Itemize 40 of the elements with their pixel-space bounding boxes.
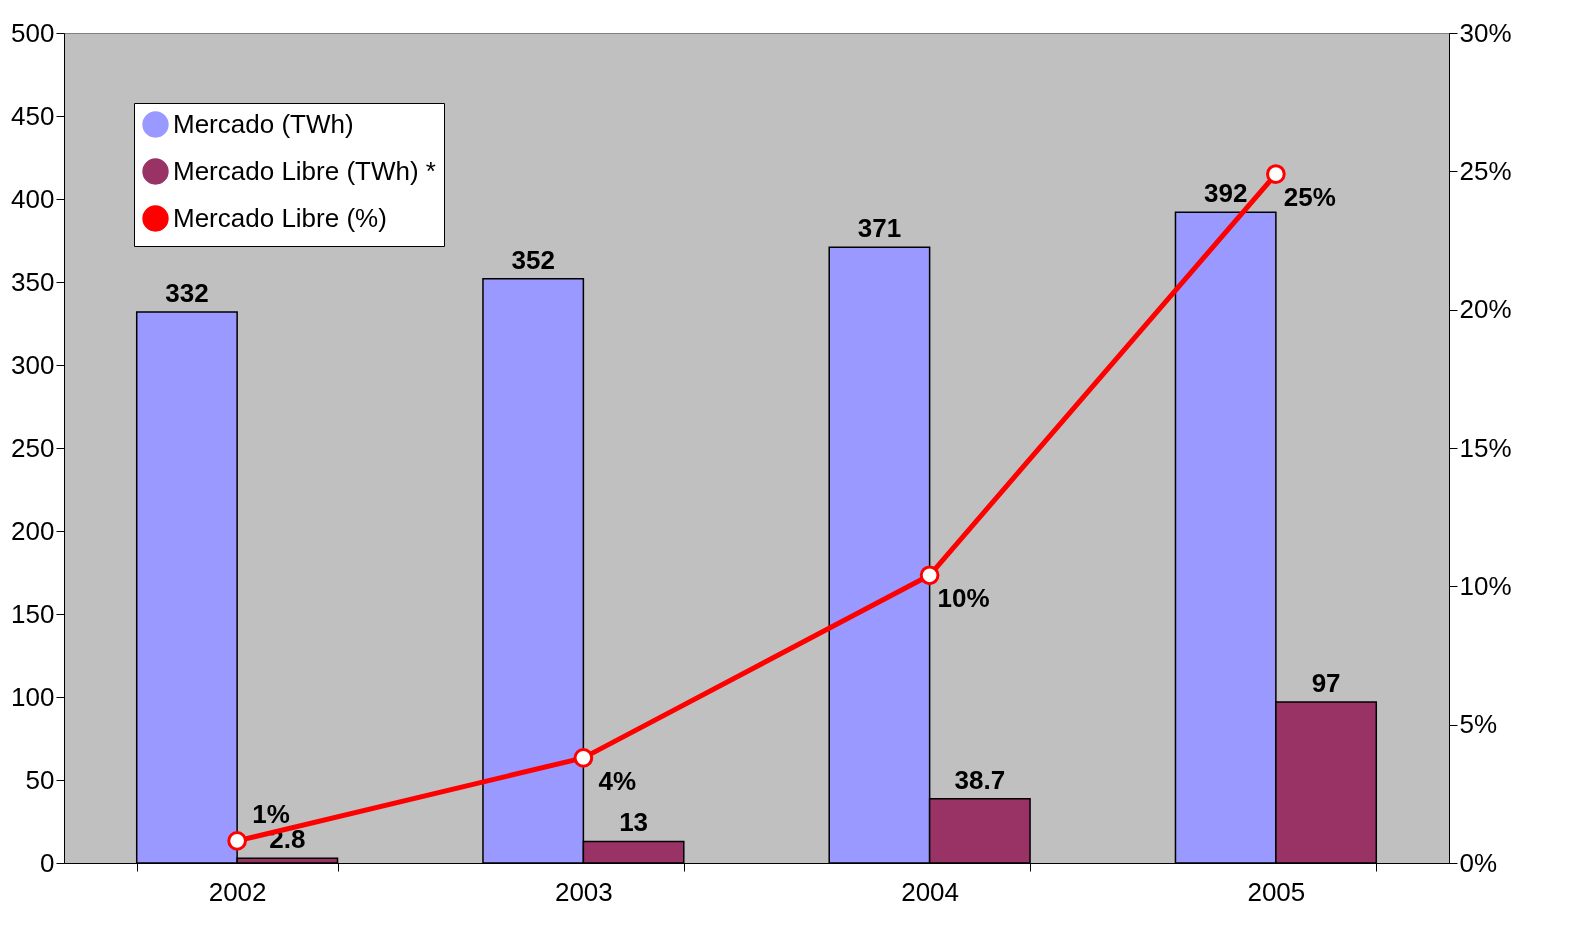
data-label: 352 (511, 244, 555, 275)
y-tick-label: 50 (25, 764, 55, 795)
y2-tick-label: 0% (1459, 847, 1498, 878)
data-label: 13 (619, 807, 649, 838)
y-tick-label: 150 (11, 598, 55, 629)
x-tick-label: 2004 (901, 876, 960, 907)
y2-tick-label: 25% (1459, 155, 1512, 186)
y-tick-label: 450 (11, 100, 55, 131)
point (919, 565, 940, 586)
data-label: 38.7 (954, 764, 1006, 795)
data-label: 97 (1311, 667, 1341, 698)
y2-tick-label: 5% (1459, 709, 1498, 740)
legend-label: Mercado Libre (TWh) * (173, 155, 436, 186)
data-label: 1% (252, 798, 290, 829)
y2-tick-label: 15% (1459, 432, 1512, 463)
y2-tick-label: 10% (1459, 570, 1512, 601)
y-tick-label: 350 (11, 266, 55, 297)
data-label: 392 (1203, 178, 1248, 209)
y-tick-label: 500 (11, 17, 55, 48)
x-tick-label: 2002 (208, 876, 267, 907)
x-tick-label: 2005 (1247, 876, 1306, 907)
data-label: 10% (937, 583, 990, 614)
legend-label: Mercado (TWh) (173, 108, 354, 139)
y-tick-label: 100 (11, 681, 55, 712)
point (227, 831, 247, 851)
data-label: 371 (857, 213, 902, 244)
point (573, 748, 594, 768)
y-tick-label: 400 (11, 183, 55, 214)
data-label: 332 (165, 277, 209, 308)
data-label: 25% (1283, 182, 1336, 213)
y-tick-label: 200 (11, 515, 55, 546)
legend-label: Mercado Libre (%) (173, 202, 387, 233)
x-tick-label: 2003 (554, 876, 613, 907)
y2-tick-label: 30% (1459, 17, 1512, 48)
y-tick-label: 0 (40, 847, 55, 878)
y-tick-label: 300 (11, 349, 55, 380)
data-label: 4% (598, 765, 637, 796)
y2-tick-label: 20% (1459, 294, 1512, 325)
y-tick-label: 250 (11, 432, 55, 463)
point (1266, 164, 1286, 184)
